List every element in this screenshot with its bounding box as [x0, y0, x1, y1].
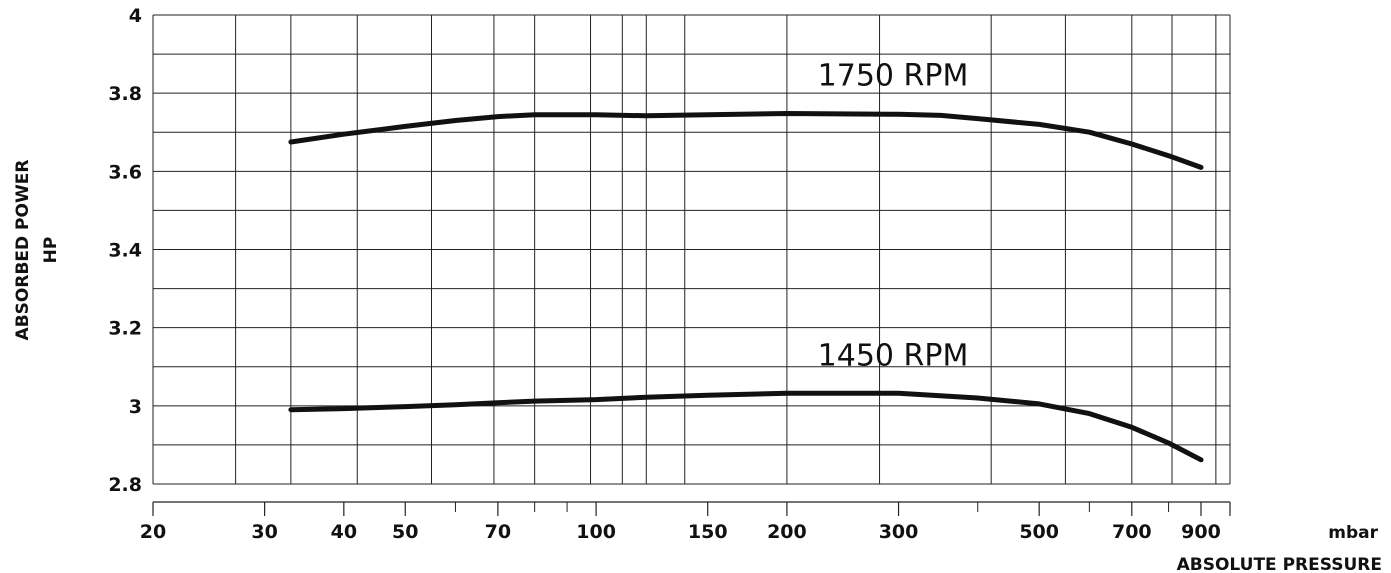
series-label: 1450 RPM — [818, 338, 969, 373]
series-labels: 1750 RPM 1450 RPM — [818, 58, 969, 373]
x-axis-unit: mbar — [1328, 523, 1378, 543]
x-axis-tick-labels: 20 30 40 50 70 100 150 200 300 500 700 900 — [140, 521, 1221, 543]
x-tick-label: 40 — [331, 521, 357, 543]
x-tick-label: 200 — [767, 521, 807, 543]
grid — [152, 14, 1231, 485]
y-tick-label: 3 — [129, 396, 142, 418]
x-tick-label: 150 — [688, 521, 728, 543]
y-tick-label: 4 — [129, 5, 142, 27]
x-tick-label: 50 — [392, 521, 418, 543]
y-axis-title: ABSORBED POWER — [13, 160, 33, 341]
x-tick-label: 30 — [251, 521, 277, 543]
y-tick-label: 3.2 — [108, 318, 142, 340]
x-tick-label: 100 — [576, 521, 616, 543]
x-tick-label: 900 — [1181, 521, 1221, 543]
x-tick-label: 20 — [140, 521, 166, 543]
series-lines — [288, 111, 1204, 463]
y-tick-label: 2.8 — [108, 474, 142, 496]
series-label: 1750 RPM — [818, 58, 969, 93]
y-axis-unit: HP — [41, 237, 61, 264]
x-axis-title: ABSOLUTE PRESSURE — [1177, 555, 1382, 573]
x-tick-label: 300 — [879, 521, 919, 543]
y-tick-label: 3.4 — [108, 240, 142, 262]
x-axis-ticks — [152, 501, 1231, 516]
y-tick-label: 3.8 — [108, 83, 142, 105]
series-line — [288, 390, 1204, 463]
x-tick-label: 70 — [485, 521, 511, 543]
y-axis-tick-labels: 4 3.8 3.6 3.4 3.2 3 2.8 — [108, 5, 142, 496]
x-tick-label: 500 — [1019, 521, 1059, 543]
y-tick-label: 3.6 — [108, 161, 142, 183]
x-tick-label: 700 — [1112, 521, 1152, 543]
series-line — [288, 111, 1204, 170]
